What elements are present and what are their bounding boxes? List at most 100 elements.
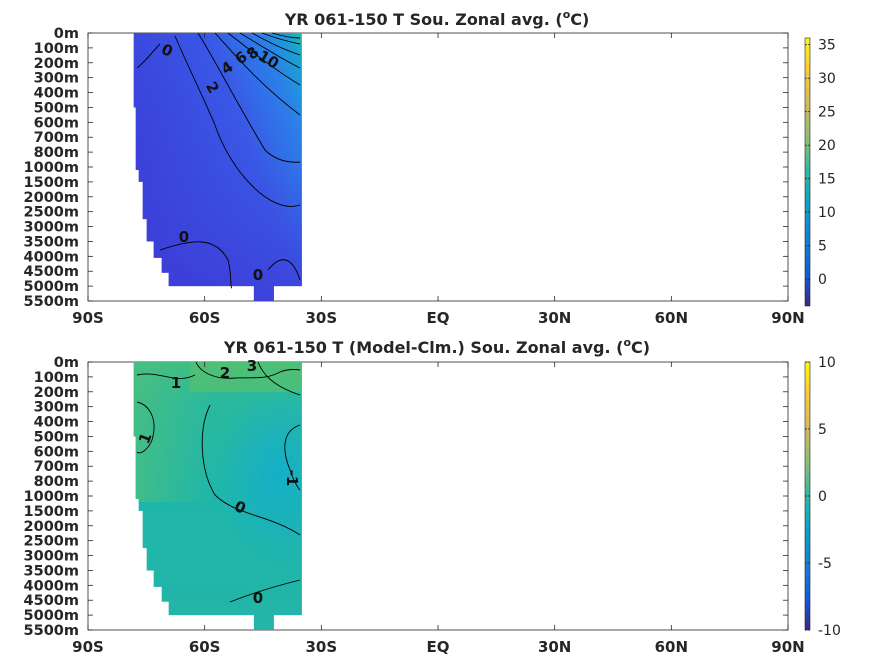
panel-top-colorbar: 0 5 10 15 20 25 30 35	[804, 37, 836, 307]
x-tick-label: 60N	[655, 309, 688, 327]
y-tick-label: 400m	[34, 86, 79, 102]
y-tick-label: 200m	[34, 56, 79, 72]
colorbar-tick-label: 20	[818, 138, 836, 154]
y-tick-label: 700m	[34, 459, 79, 475]
contour-label: -1	[283, 470, 301, 487]
y-tick-label: 700m	[34, 130, 79, 146]
panel-top-y-axis: 0m100m200m300m400m500m600m700m800m1000m1…	[24, 26, 788, 310]
panel-bottom-y-axis: 0m100m200m300m400m500m600m700m800m1000m1…	[24, 355, 788, 639]
panel-bottom-colorbar: -10 -5 0 5 10	[804, 355, 841, 639]
y-tick-label: 2000m	[24, 190, 79, 206]
panel-top-contours	[136, 32, 301, 289]
x-tick-label: 60S	[189, 309, 221, 327]
colorbar	[804, 37, 811, 307]
x-tick-label: 60N	[655, 638, 688, 656]
y-tick-label: 4500m	[24, 264, 79, 280]
x-tick-label: 90S	[72, 309, 104, 327]
contour-line	[229, 579, 301, 603]
y-tick-label: 4000m	[24, 578, 79, 594]
y-tick-label: 0m	[54, 355, 79, 371]
y-tick-label: 1000m	[24, 489, 79, 505]
y-tick-label: 1500m	[24, 175, 79, 191]
x-tick-label: 90S	[72, 638, 104, 656]
y-tick-label: 4000m	[24, 249, 79, 265]
contour-line	[201, 404, 301, 536]
y-tick-label: 500m	[34, 100, 79, 116]
contour-line	[159, 241, 233, 289]
x-tick-label: EQ	[427, 638, 450, 656]
y-tick-label: 3500m	[24, 234, 79, 250]
y-tick-label: 500m	[34, 429, 79, 445]
y-tick-label: 1500m	[24, 504, 79, 520]
y-tick-label: 600m	[34, 444, 79, 460]
y-tick-label: 2500m	[24, 205, 79, 221]
y-tick-label: 3000m	[24, 220, 79, 236]
panel-bottom: YR 061-150 T (Model-Clm.) Sou. Zonal avg…	[24, 336, 841, 656]
colorbar-tick-label: 25	[818, 105, 836, 121]
panel-top: YR 061-150 T Sou. Zonal avg. (oC) 0 2 4 …	[24, 8, 836, 327]
contour-line	[267, 259, 301, 281]
contour-label: 3	[247, 357, 257, 375]
colorbar-tick-label: 35	[818, 38, 836, 54]
x-tick-label: 60S	[189, 638, 221, 656]
contour-line	[227, 32, 301, 86]
y-tick-label: 2000m	[24, 519, 79, 535]
y-tick-label: 100m	[34, 370, 79, 386]
contour-label: 1	[171, 374, 181, 392]
y-tick-label: 200m	[34, 385, 79, 401]
colorbar-tick-label: 5	[818, 239, 827, 255]
panel-top-title: YR 061-150 T Sou. Zonal avg. (oC)	[284, 8, 590, 29]
y-tick-label: 400m	[34, 415, 79, 431]
contour-line	[251, 32, 301, 56]
colorbar-tick-label: -10	[818, 623, 841, 639]
y-tick-label: 5000m	[24, 279, 79, 295]
contour-line	[136, 373, 196, 379]
x-tick-label: 90N	[771, 309, 804, 327]
y-tick-label: 800m	[34, 474, 79, 490]
colorbar-tick-label: 0	[818, 272, 827, 288]
colorbar-tick-label: 10	[818, 355, 836, 371]
y-tick-label: 5500m	[24, 294, 79, 310]
panel-bottom-title: YR 061-150 T (Model-Clm.) Sou. Zonal avg…	[223, 336, 650, 357]
contour-line	[271, 32, 301, 39]
colorbar-tick-label: 5	[818, 422, 827, 438]
contour-line	[197, 32, 301, 163]
y-tick-label: 800m	[34, 145, 79, 161]
y-tick-label: 4500m	[24, 593, 79, 609]
y-tick-label: 3000m	[24, 549, 79, 565]
colorbar-tick-label: 10	[818, 205, 836, 221]
y-tick-label: 600m	[34, 115, 79, 131]
colorbar-tick-label: 15	[818, 172, 836, 188]
x-tick-label: 30S	[305, 638, 337, 656]
y-tick-label: 5000m	[24, 608, 79, 624]
contour-line	[239, 32, 301, 69]
panel-top-x-axis: 90S 60S 30S EQ 30N 60N 90N	[72, 33, 805, 327]
y-tick-label: 3500m	[24, 563, 79, 579]
contour-label: 0	[253, 266, 263, 284]
colorbar-tick-label: -5	[818, 556, 832, 572]
panel-bottom-x-axis: 90S 60S 30S EQ 30N 60N 90N	[72, 362, 805, 656]
contour-line	[174, 35, 301, 207]
contour-line	[261, 32, 301, 45]
panel-bottom-contours	[136, 361, 301, 603]
colorbar-tick-label: 30	[818, 71, 836, 87]
y-tick-label: 0m	[54, 26, 79, 42]
colorbar-tick-label: 0	[818, 489, 827, 505]
contour-line	[257, 361, 301, 396]
x-tick-label: 30S	[305, 309, 337, 327]
contour-label: 0	[253, 589, 263, 607]
contour-label: 2	[220, 364, 230, 382]
contour-line	[136, 43, 161, 69]
contour-label: 0	[179, 228, 189, 246]
y-tick-label: 300m	[34, 71, 79, 87]
y-tick-label: 300m	[34, 400, 79, 416]
panel-bottom-field	[133, 362, 302, 630]
x-tick-label: 90N	[771, 638, 804, 656]
y-tick-label: 5500m	[24, 623, 79, 639]
y-tick-label: 1000m	[24, 160, 79, 176]
contour-line	[214, 32, 301, 116]
contour-line	[195, 361, 301, 379]
x-tick-label: EQ	[427, 309, 450, 327]
x-tick-label: 30N	[538, 638, 571, 656]
